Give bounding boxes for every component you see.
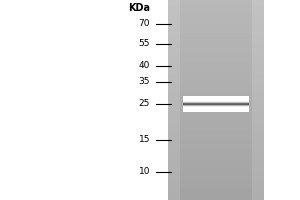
Text: 25: 25 xyxy=(139,99,150,108)
Text: 10: 10 xyxy=(139,168,150,176)
Text: 35: 35 xyxy=(139,77,150,86)
Text: 70: 70 xyxy=(139,20,150,28)
Text: KDa: KDa xyxy=(128,3,150,13)
Text: 15: 15 xyxy=(139,136,150,144)
Text: 40: 40 xyxy=(139,62,150,71)
Text: 55: 55 xyxy=(139,40,150,48)
